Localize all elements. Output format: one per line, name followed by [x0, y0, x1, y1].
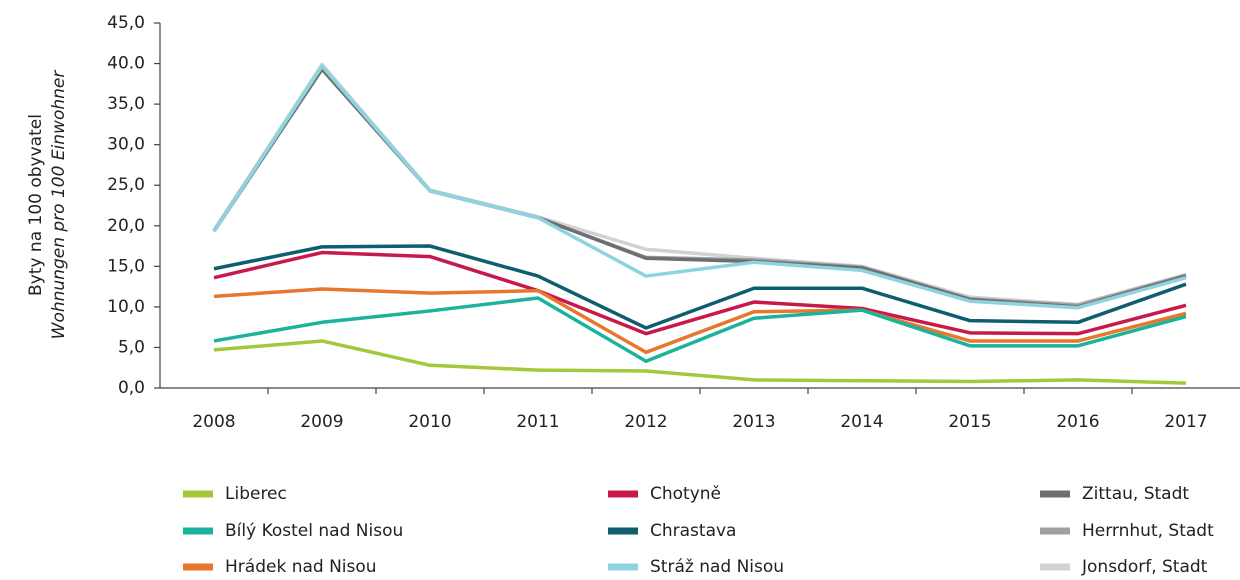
- legend-swatch: [1040, 563, 1070, 571]
- x-tick-label: 2013: [732, 412, 775, 432]
- y-tick-label: 25,0: [107, 175, 145, 195]
- legend-swatch: [1040, 490, 1070, 498]
- legend-swatch: [608, 563, 638, 571]
- legend-label: Hrádek nad Nisou: [225, 557, 377, 577]
- x-tick-label: 2010: [408, 412, 451, 432]
- series-line: [213, 339, 1187, 385]
- x-tick-label: 2014: [840, 412, 883, 432]
- series-line: [213, 296, 1187, 363]
- y-axis-label: Wohnungen pro 100 Einwohner: [49, 70, 69, 340]
- y-tick-label: 40.0: [107, 54, 145, 74]
- legend-label: Herrnhut, Stadt: [1082, 521, 1214, 541]
- y-tick-label: 30,0: [107, 135, 145, 155]
- x-tick-label: 2016: [1056, 412, 1099, 432]
- legend-label: Stráž nad Nisou: [650, 557, 784, 577]
- series-line: [213, 250, 1187, 336]
- legend-swatch: [183, 527, 213, 535]
- x-tick-label: 2015: [948, 412, 991, 432]
- x-tick-label: 2017: [1164, 412, 1207, 432]
- x-tick-label: 2011: [516, 412, 559, 432]
- y-tick-label: 35,0: [107, 94, 145, 114]
- legend-swatch: [608, 490, 638, 498]
- y-axis-label: Byty na 100 obyvatel: [26, 114, 46, 296]
- series-line: [212, 64, 1187, 310]
- y-tick-label: 0,0: [118, 378, 145, 398]
- series-line: [212, 67, 1187, 309]
- legend-label: Jonsdorf, Stadt: [1081, 557, 1208, 577]
- x-tick-label: 2009: [300, 412, 343, 432]
- x-tick-label: 2008: [192, 412, 235, 432]
- legend-label: Chrastava: [650, 521, 736, 541]
- legend-label: Liberec: [225, 484, 287, 504]
- y-tick-label: 45,0: [107, 13, 145, 33]
- y-tick-label: 5,0: [118, 337, 145, 357]
- legend-swatch: [608, 527, 638, 535]
- y-tick-label: 10,0: [107, 297, 145, 317]
- legend-swatch: [1040, 527, 1070, 535]
- y-tick-label: 15,0: [107, 256, 145, 276]
- y-tick-label: 20,0: [107, 216, 145, 236]
- x-tick-label: 2012: [624, 412, 667, 432]
- legend-swatch: [183, 563, 213, 571]
- legend-swatch: [183, 490, 213, 498]
- series-line: [213, 287, 1187, 355]
- legend-label: Bílý Kostel nad Nisou: [225, 521, 403, 541]
- legend-label: Chotyně: [650, 484, 721, 504]
- series-line: [213, 244, 1187, 330]
- legend-label: Zittau, Stadt: [1082, 484, 1189, 504]
